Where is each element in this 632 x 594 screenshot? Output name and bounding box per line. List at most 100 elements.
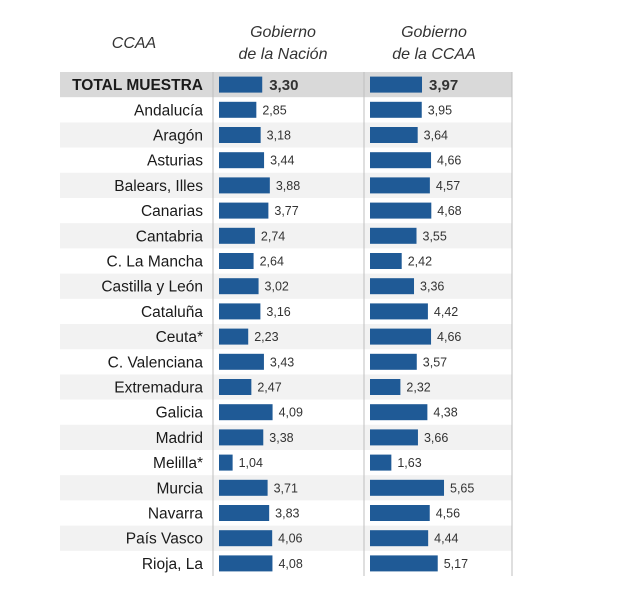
bar-gobierno-de-la-nacion-aragon [219, 127, 261, 143]
row-stripe [60, 273, 512, 299]
bar-gobierno-de-la-nacion-extremadura [219, 379, 252, 395]
value-label-gobierno-de-la-ccaa-melilla: 1,63 [397, 456, 421, 470]
value-label-gobierno-de-la-nacion-navarra: 3,83 [275, 507, 299, 521]
value-label-gobierno-de-la-ccaa-pais-vasco: 4,44 [434, 532, 458, 546]
value-label-gobierno-de-la-ccaa-madrid: 3,66 [424, 431, 448, 445]
value-label-gobierno-de-la-ccaa-c-valenciana: 3,57 [423, 355, 447, 369]
bar-gobierno-de-la-nacion-ceuta [219, 328, 249, 345]
series-header-gobierno-de-la-ccaa: de la CCAA [392, 46, 476, 63]
value-label-gobierno-de-la-nacion-madrid: 3,38 [269, 431, 293, 445]
bar-gobierno-de-la-nacion-melilla [219, 454, 233, 471]
value-label-gobierno-de-la-ccaa-ceuta: 4,66 [437, 330, 461, 344]
category-label-melilla: Melilla* [153, 455, 203, 472]
bar-gobierno-de-la-nacion-castilla-y-leon [219, 278, 259, 295]
value-label-gobierno-de-la-ccaa-total-muestra: 3,97 [429, 77, 458, 94]
value-label-gobierno-de-la-ccaa-navarra: 4,56 [436, 507, 460, 521]
value-label-gobierno-de-la-nacion-melilla: 1,04 [239, 456, 263, 470]
header-ccaa: CCAA [112, 35, 156, 52]
category-label-cantabria: Cantabria [136, 228, 204, 245]
value-label-gobierno-de-la-nacion-pais-vasco: 4,06 [278, 532, 302, 546]
category-label-cataluna: Cataluña [141, 304, 203, 321]
bar-gobierno-de-la-nacion-cantabria [219, 227, 255, 244]
value-labels: 3,30 2,85 3,18 3,44 3,88 3,77 2,74 2,64 3,02 3,16… [239, 77, 475, 571]
value-label-gobierno-de-la-nacion-rioja-la: 4,08 [278, 557, 302, 571]
bar-gobierno-de-la-ccaa-madrid [370, 429, 418, 446]
category-label-ceuta: Ceuta* [156, 329, 203, 346]
bar-gobierno-de-la-nacion-rioja-la [219, 555, 273, 572]
bar-gobierno-de-la-nacion-cataluna [219, 303, 261, 320]
category-label-canarias: Canarias [141, 203, 203, 220]
value-label-gobierno-de-la-nacion-cantabria: 2,74 [261, 229, 285, 243]
bar-gobierno-de-la-ccaa-murcia [370, 479, 445, 496]
bar-gobierno-de-la-ccaa-cantabria [370, 227, 417, 244]
column-separators [212, 72, 513, 576]
bar-gobierno-de-la-nacion-balears-illes [219, 177, 270, 194]
bar-gobierno-de-la-ccaa-galicia [370, 404, 428, 421]
bar-gobierno-de-la-nacion-c-valenciana [219, 353, 264, 370]
bar-gobierno-de-la-nacion-canarias [219, 202, 269, 219]
value-label-gobierno-de-la-nacion-ceuta: 2,23 [254, 330, 278, 344]
total-row-background [60, 72, 512, 98]
value-label-gobierno-de-la-nacion-aragon: 3,18 [267, 129, 291, 143]
value-label-gobierno-de-la-nacion-cataluna: 3,16 [266, 305, 290, 319]
bar-gobierno-de-la-nacion-asturias [219, 152, 265, 169]
bar-gobierno-de-la-ccaa-melilla [370, 454, 392, 471]
category-label-madrid: Madrid [156, 430, 203, 447]
category-label-aragon: Aragón [153, 128, 203, 145]
row-stripe [60, 223, 512, 249]
value-label-gobierno-de-la-ccaa-cataluna: 4,42 [434, 305, 458, 319]
bar-gobierno-de-la-ccaa-extremadura [370, 379, 401, 395]
value-label-gobierno-de-la-ccaa-cantabria: 3,55 [423, 229, 447, 243]
row-stripe [60, 424, 512, 450]
row-stripe [60, 122, 512, 148]
value-label-gobierno-de-la-ccaa-extremadura: 2,32 [406, 381, 430, 395]
value-label-gobierno-de-la-nacion-murcia: 3,71 [274, 481, 298, 495]
category-label-total-muestra: TOTAL MUESTRA [72, 77, 203, 94]
bar-gobierno-de-la-ccaa-total-muestra [370, 76, 423, 93]
bar-gobierno-de-la-nacion-galicia [219, 404, 273, 421]
bar-gobierno-de-la-nacion-murcia [219, 479, 268, 496]
bar-gobierno-de-la-ccaa-balears-illes [370, 177, 430, 194]
series-header-gobierno-de-la-ccaa: Gobierno [401, 24, 467, 41]
bar-gobierno-de-la-nacion-navarra [219, 505, 270, 521]
category-label-asturias: Asturias [147, 153, 203, 170]
bar-gobierno-de-la-nacion-pais-vasco [219, 530, 273, 547]
value-label-gobierno-de-la-nacion-c-valenciana: 3,43 [270, 355, 294, 369]
bar-gobierno-de-la-nacion-madrid [219, 429, 264, 446]
value-label-gobierno-de-la-nacion-castilla-y-leon: 3,02 [265, 280, 289, 294]
value-label-gobierno-de-la-ccaa-asturias: 4,66 [437, 154, 461, 168]
category-label-castilla-y-leon: Castilla y León [101, 279, 203, 296]
value-label-gobierno-de-la-nacion-extremadura: 2,47 [257, 381, 281, 395]
series-header-gobierno-de-la-nacion: de la Nación [239, 46, 328, 63]
category-label-extremadura: Extremadura [114, 380, 203, 397]
bar-gobierno-de-la-ccaa-pais-vasco [370, 530, 429, 547]
bar-gobierno-de-la-ccaa-c-la-mancha [370, 253, 402, 269]
row-stripe [60, 324, 512, 350]
value-label-gobierno-de-la-nacion-canarias: 3,77 [274, 204, 298, 218]
value-label-gobierno-de-la-nacion-balears-illes: 3,88 [276, 179, 300, 193]
column-headers: CCAA Gobierno de la Nación Gobierno de la CC… [112, 24, 476, 63]
category-label-murcia: Murcia [156, 480, 203, 497]
value-label-gobierno-de-la-nacion-total-muestra: 3,30 [269, 77, 298, 94]
bars [219, 76, 445, 572]
bar-gobierno-de-la-ccaa-rioja-la [370, 555, 438, 572]
category-label-rioja-la: Rioja, La [142, 556, 204, 573]
value-label-gobierno-de-la-ccaa-murcia: 5,65 [450, 481, 474, 495]
value-label-gobierno-de-la-nacion-asturias: 3,44 [270, 154, 294, 168]
bar-gobierno-de-la-ccaa-cataluna [370, 303, 428, 320]
value-label-gobierno-de-la-ccaa-balears-illes: 4,57 [436, 179, 460, 193]
value-label-gobierno-de-la-nacion-c-la-mancha: 2,64 [260, 255, 284, 269]
category-label-navarra: Navarra [148, 506, 204, 523]
value-label-gobierno-de-la-ccaa-rioja-la: 5,17 [444, 557, 468, 571]
value-label-gobierno-de-la-nacion-andalucia: 2,85 [262, 103, 286, 117]
category-label-galicia: Galicia [156, 405, 204, 422]
value-label-gobierno-de-la-ccaa-c-la-mancha: 2,42 [408, 255, 432, 269]
category-label-c-la-mancha: C. La Mancha [107, 254, 204, 271]
value-label-gobierno-de-la-ccaa-galicia: 4,38 [433, 406, 457, 420]
bar-gobierno-de-la-ccaa-c-valenciana [370, 353, 417, 370]
category-label-pais-vasco: País Vasco [126, 531, 203, 548]
bar-gobierno-de-la-ccaa-asturias [370, 152, 432, 169]
bar-gobierno-de-la-nacion-c-la-mancha [219, 253, 254, 269]
bar-gobierno-de-la-ccaa-canarias [370, 202, 432, 219]
value-label-gobierno-de-la-ccaa-aragon: 3,64 [424, 129, 448, 143]
